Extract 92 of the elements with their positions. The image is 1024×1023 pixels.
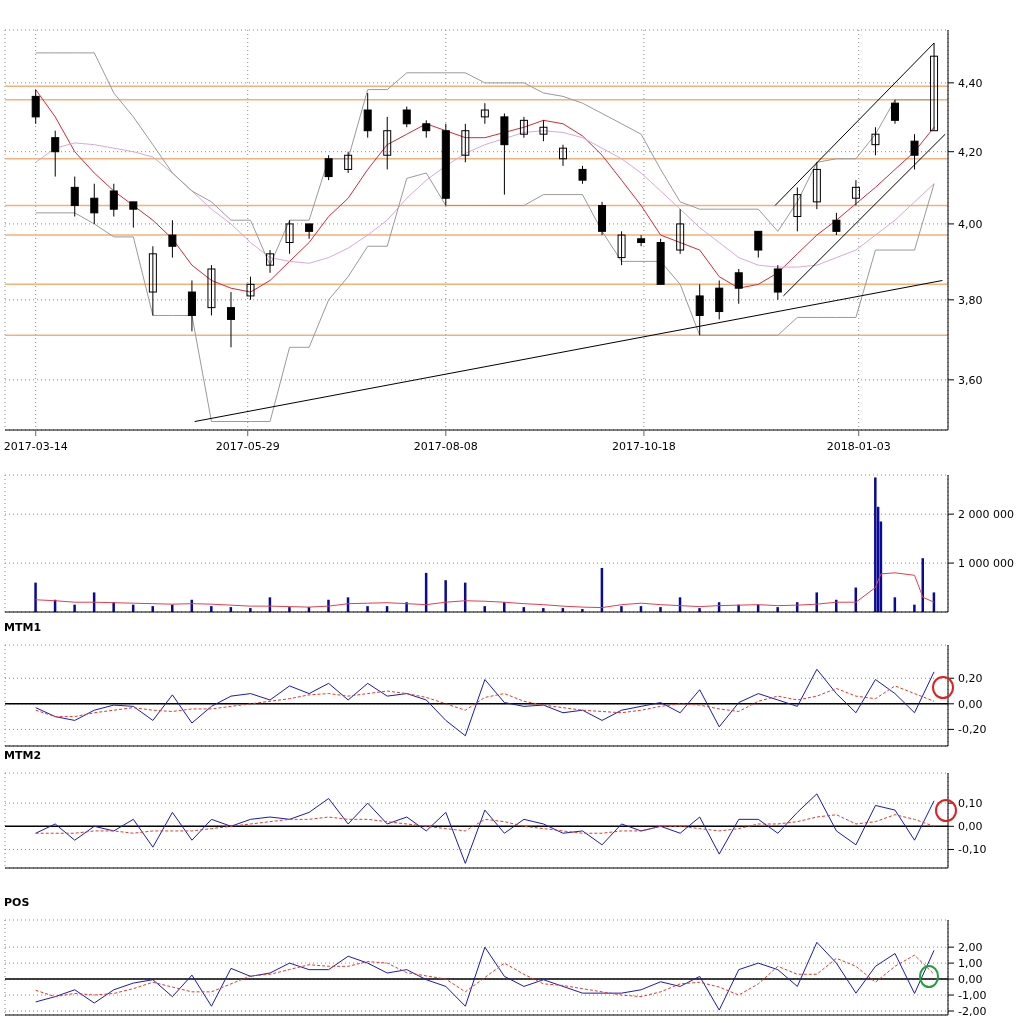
candlestick bbox=[519, 116, 528, 139]
bar bbox=[405, 602, 408, 612]
y-tick-label: 0,00 bbox=[958, 820, 983, 834]
candlestick bbox=[851, 179, 860, 207]
candlestick bbox=[285, 219, 294, 255]
bar bbox=[288, 607, 291, 612]
bar bbox=[483, 606, 486, 612]
candlestick bbox=[324, 154, 333, 181]
x-tick-label: 2017-05-29 bbox=[215, 440, 280, 453]
bar bbox=[835, 599, 838, 612]
y-tick-label: 0,00 bbox=[958, 697, 983, 711]
line-series bbox=[35, 172, 935, 423]
candlestick bbox=[773, 264, 782, 301]
bar bbox=[542, 608, 545, 612]
candlestick bbox=[734, 268, 743, 305]
bar bbox=[366, 606, 369, 612]
bar bbox=[776, 607, 779, 612]
bar bbox=[210, 606, 213, 612]
bar bbox=[659, 607, 662, 612]
y-tick-label: 1,00 bbox=[958, 957, 983, 971]
candlestick bbox=[305, 223, 314, 240]
y-tick-label: 2 000 000 bbox=[958, 508, 1014, 522]
y-tick-label: -0,20 bbox=[958, 723, 987, 737]
candlestick bbox=[617, 230, 626, 266]
bar bbox=[620, 606, 623, 612]
y-tick-label: 0,20 bbox=[958, 672, 983, 686]
candlestick bbox=[890, 99, 899, 125]
candlestick bbox=[363, 92, 372, 139]
bar bbox=[249, 608, 252, 612]
candlestick bbox=[676, 208, 685, 255]
y-tick-label: -0,10 bbox=[958, 843, 987, 857]
chart-title: POS bbox=[4, 896, 30, 909]
x-tick-label: 2017-08-08 bbox=[413, 440, 478, 453]
candlestick bbox=[90, 183, 99, 225]
chart-title: MTM1 bbox=[4, 621, 42, 634]
y-tick-label: 4,40 bbox=[958, 76, 983, 90]
bar bbox=[815, 592, 818, 612]
candlestick bbox=[715, 279, 724, 320]
bar bbox=[444, 580, 447, 612]
x-tick-label: 2018-01-03 bbox=[826, 440, 891, 453]
line-series bbox=[35, 668, 935, 737]
y-tick-label: 0,10 bbox=[958, 797, 983, 811]
y-tick-label: 0,00 bbox=[958, 973, 983, 987]
candlestick bbox=[871, 126, 880, 156]
candlestick bbox=[207, 264, 216, 316]
candlestick bbox=[754, 230, 763, 259]
x-tick-label: 2017-03-14 bbox=[3, 440, 68, 453]
bar bbox=[171, 604, 174, 612]
x-tick-label: 2017-10-18 bbox=[611, 440, 676, 453]
y-tick-label: 3,80 bbox=[958, 293, 983, 307]
line-series bbox=[35, 941, 935, 1011]
candlestick bbox=[539, 119, 548, 142]
candlestick bbox=[31, 89, 40, 125]
candlestick bbox=[793, 186, 802, 232]
bar bbox=[874, 477, 877, 612]
bar bbox=[913, 604, 916, 612]
candlestick bbox=[51, 130, 60, 178]
candlestick bbox=[266, 249, 275, 274]
candlestick bbox=[558, 144, 567, 167]
y-tick-label: 1 000 000 bbox=[958, 557, 1014, 571]
candlestick bbox=[70, 176, 79, 218]
candlestick bbox=[148, 245, 157, 316]
bar bbox=[73, 604, 76, 612]
candlestick bbox=[461, 123, 470, 163]
y-tick-label: -1,00 bbox=[958, 989, 987, 1003]
y-tick-label: 4,00 bbox=[958, 217, 983, 231]
candlestick bbox=[168, 219, 177, 259]
y-tick-label: 4,20 bbox=[958, 145, 983, 159]
candlestick bbox=[695, 283, 704, 336]
candlestick bbox=[187, 279, 196, 332]
bar bbox=[698, 608, 701, 612]
chart-title: MTM2 bbox=[4, 749, 42, 762]
candlestick bbox=[226, 291, 235, 348]
bar bbox=[151, 606, 154, 612]
bar bbox=[34, 582, 37, 612]
candlestick bbox=[832, 212, 841, 236]
y-tick-label: -2,00 bbox=[958, 1005, 987, 1019]
candlestick bbox=[480, 102, 489, 125]
candlestick bbox=[402, 106, 411, 128]
candlestick bbox=[344, 151, 353, 174]
candlestick bbox=[129, 201, 138, 229]
line-series bbox=[35, 685, 935, 718]
bar bbox=[921, 558, 925, 612]
line-series bbox=[35, 572, 935, 609]
candlestick bbox=[109, 183, 118, 218]
y-tick-label: 3,60 bbox=[958, 373, 983, 387]
y-tick-label: 2,00 bbox=[958, 941, 983, 955]
line-series bbox=[35, 814, 935, 834]
candlestick bbox=[637, 234, 646, 247]
line-series bbox=[35, 52, 935, 266]
candlestick bbox=[246, 276, 255, 301]
candlestick bbox=[383, 116, 392, 170]
